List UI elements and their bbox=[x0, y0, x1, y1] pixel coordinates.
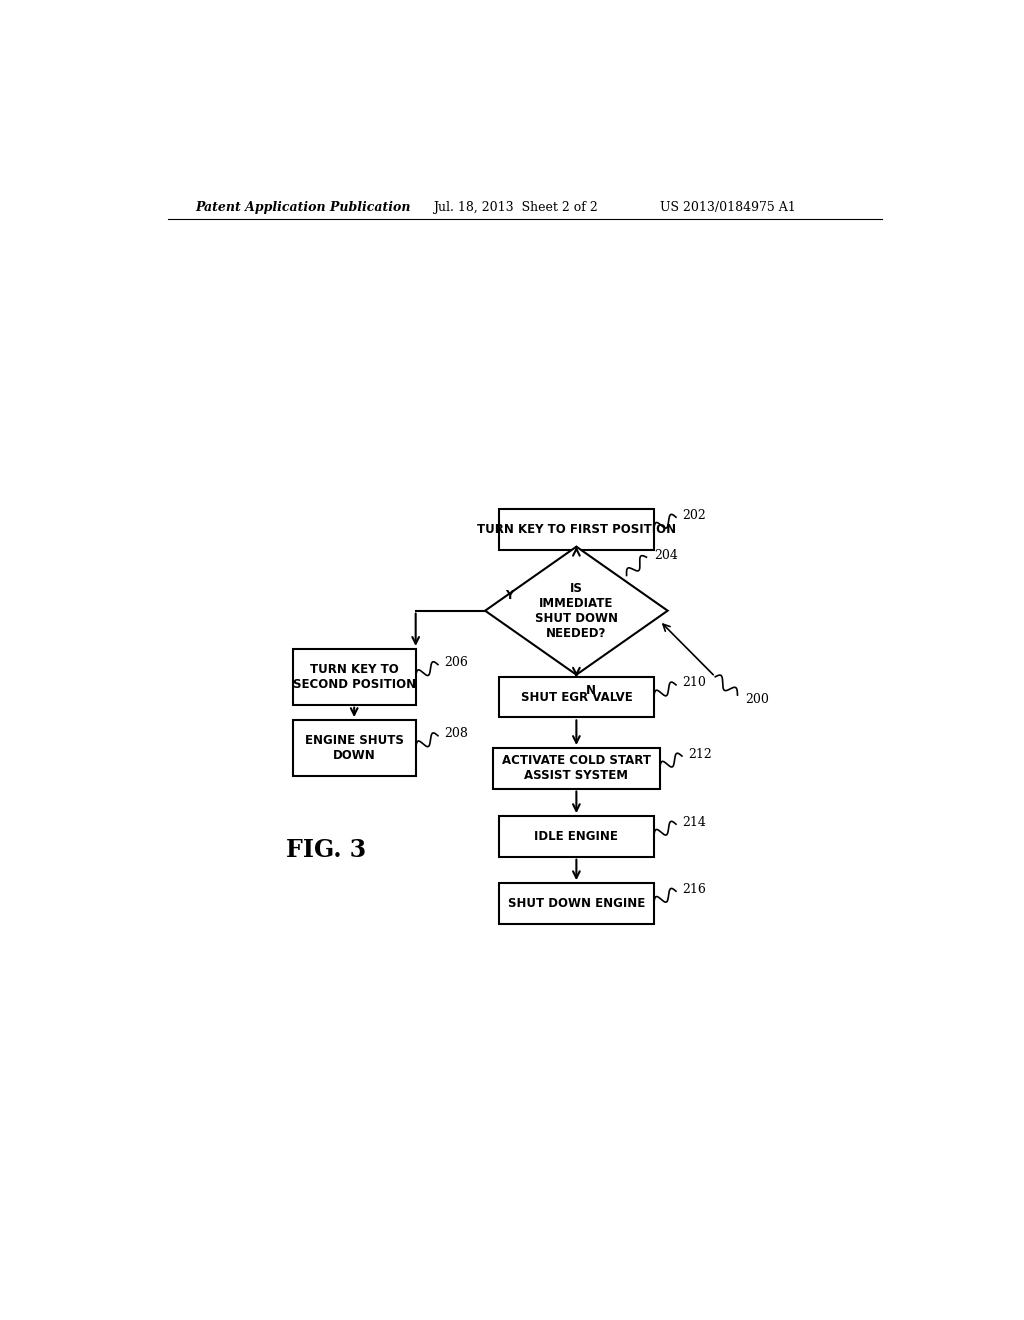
Text: ACTIVATE COLD START
ASSIST SYSTEM: ACTIVATE COLD START ASSIST SYSTEM bbox=[502, 754, 651, 783]
Text: N: N bbox=[586, 685, 596, 697]
Text: IDLE ENGINE: IDLE ENGINE bbox=[535, 830, 618, 843]
Text: TURN KEY TO FIRST POSITION: TURN KEY TO FIRST POSITION bbox=[477, 523, 676, 536]
FancyBboxPatch shape bbox=[293, 719, 416, 776]
Text: SHUT DOWN ENGINE: SHUT DOWN ENGINE bbox=[508, 896, 645, 909]
Text: 214: 214 bbox=[682, 816, 707, 829]
Text: Patent Application Publication: Patent Application Publication bbox=[196, 201, 411, 214]
Text: ENGINE SHUTS
DOWN: ENGINE SHUTS DOWN bbox=[305, 734, 403, 762]
Text: Jul. 18, 2013  Sheet 2 of 2: Jul. 18, 2013 Sheet 2 of 2 bbox=[433, 201, 598, 214]
Text: IS
IMMEDIATE
SHUT DOWN
NEEDED?: IS IMMEDIATE SHUT DOWN NEEDED? bbox=[535, 582, 617, 640]
Text: TURN KEY TO
SECOND POSITION: TURN KEY TO SECOND POSITION bbox=[293, 663, 416, 690]
Text: US 2013/0184975 A1: US 2013/0184975 A1 bbox=[659, 201, 796, 214]
Text: Y: Y bbox=[505, 589, 513, 602]
Text: 206: 206 bbox=[444, 656, 468, 669]
FancyBboxPatch shape bbox=[499, 677, 653, 718]
Text: SHUT EGR VALVE: SHUT EGR VALVE bbox=[520, 690, 632, 704]
Polygon shape bbox=[485, 546, 668, 675]
Text: 216: 216 bbox=[682, 883, 707, 896]
Text: 210: 210 bbox=[682, 676, 707, 689]
FancyBboxPatch shape bbox=[499, 883, 653, 924]
Text: FIG. 3: FIG. 3 bbox=[287, 838, 367, 862]
Text: 208: 208 bbox=[444, 727, 468, 741]
FancyBboxPatch shape bbox=[494, 748, 659, 788]
Text: 202: 202 bbox=[682, 508, 707, 521]
Text: 200: 200 bbox=[745, 693, 769, 706]
Text: 204: 204 bbox=[654, 549, 678, 561]
FancyBboxPatch shape bbox=[293, 649, 416, 705]
Text: 212: 212 bbox=[688, 747, 712, 760]
FancyBboxPatch shape bbox=[499, 816, 653, 857]
FancyBboxPatch shape bbox=[499, 510, 653, 549]
